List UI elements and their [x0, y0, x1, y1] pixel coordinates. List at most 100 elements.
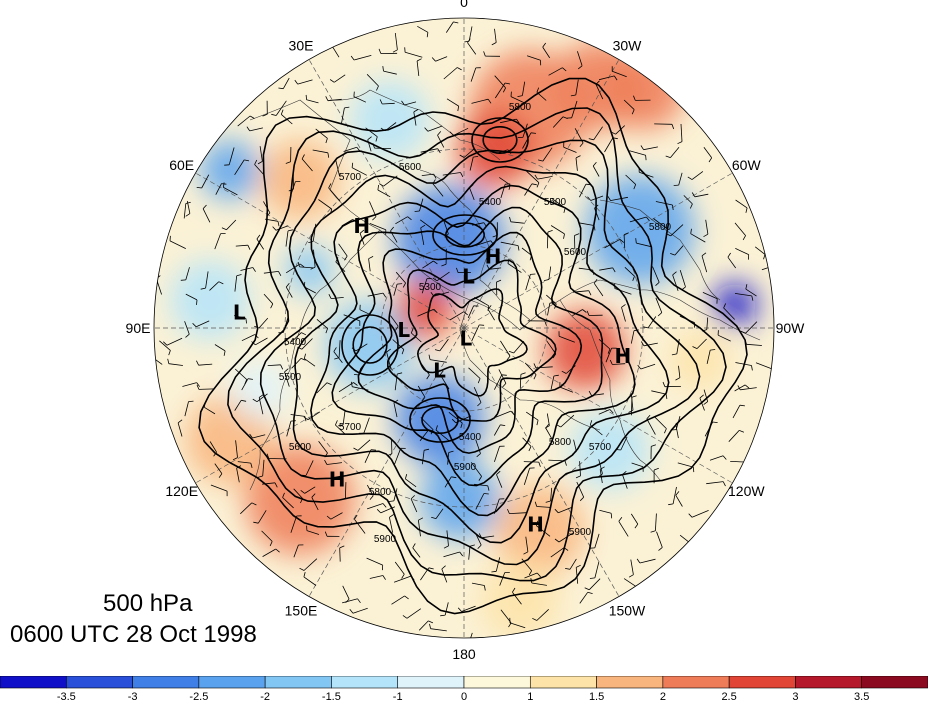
- anomaly-blob: [395, 375, 485, 465]
- wind-barb-flag: [382, 292, 387, 298]
- wind-barb: [572, 309, 583, 317]
- wind-barb-flag: [635, 238, 637, 244]
- wind-barb: [275, 100, 287, 116]
- wind-barb: [629, 216, 647, 223]
- wind-barb: [435, 56, 448, 62]
- wind-barb-flag: [258, 394, 264, 398]
- wind-barb: [495, 410, 512, 418]
- wind-barb-flag: [257, 475, 263, 478]
- wind-barb: [754, 246, 766, 255]
- wind-barb-flag: [469, 544, 475, 547]
- wind-barb-flag: [587, 196, 592, 201]
- wind-barb: [595, 84, 604, 100]
- wind-barb: [734, 222, 746, 236]
- wind-barb-flag: [272, 226, 277, 231]
- wind-barb: [706, 317, 709, 330]
- wind-barb-flag: [285, 161, 291, 164]
- wind-barb-flag: [254, 325, 260, 329]
- wind-barb: [417, 385, 426, 398]
- wind-barb-flag: [236, 465, 242, 469]
- wind-barb: [593, 126, 603, 141]
- wind-barb: [500, 184, 506, 199]
- low-pressure-center: L: [397, 318, 410, 342]
- wind-barb-flag: [723, 303, 727, 309]
- wind-barb-flag: [664, 428, 667, 434]
- wind-barb: [383, 70, 397, 75]
- wind-barb: [481, 535, 495, 539]
- wind-barb-flag: [449, 131, 454, 136]
- wind-barb: [412, 547, 421, 558]
- colorbar-tick-labels: -3.5 -3 -2.5 -2 -1.5 -1 0 1 1.5 2 2.5 3 3.5: [57, 691, 870, 702]
- wind-barb-flag: [448, 450, 454, 453]
- wind-barb: [612, 363, 626, 365]
- wind-barb-flag: [469, 184, 474, 189]
- contour-label: 5400: [459, 432, 482, 443]
- wind-barb: [525, 274, 531, 291]
- wind-barb: [285, 230, 289, 247]
- wind-barb: [303, 576, 317, 586]
- wind-barb-flag: [420, 224, 426, 229]
- wind-barb: [558, 506, 573, 514]
- wind-barb-flag: [570, 94, 576, 97]
- wind-barb-flag: [633, 95, 636, 101]
- colorbar-tick-label: 3.5: [854, 691, 869, 702]
- wind-barb: [333, 351, 343, 363]
- wind-barb: [470, 462, 482, 477]
- anomaly-blob: [670, 330, 730, 390]
- wind-barb-flag: [459, 154, 465, 158]
- wind-barb-flag: [375, 136, 378, 142]
- wind-barb-flag: [429, 623, 431, 629]
- wind-barb-flag: [433, 260, 438, 265]
- colorbar-tick-label: 1: [527, 691, 533, 702]
- polar-stereographic-map: 5900 5800 5700 5600 5500 5400 5300 5400 5500 5600…: [126, 0, 806, 662]
- wind-barb-flag: [565, 568, 571, 570]
- wind-barb-flag: [634, 523, 639, 529]
- wind-barb: [493, 498, 500, 514]
- longitude-label: 30E: [289, 38, 314, 54]
- wind-barb: [418, 520, 421, 537]
- wind-barb-flag: [457, 67, 462, 71]
- wind-barb: [338, 340, 341, 358]
- height-contour: [259, 139, 701, 566]
- wind-barb-flag: [392, 49, 398, 53]
- wind-barb: [240, 267, 253, 271]
- wind-barb: [604, 238, 621, 249]
- wind-barb-flag: [681, 286, 686, 291]
- wind-barb: [267, 364, 281, 366]
- wind-barb-flag: [751, 295, 754, 301]
- wind-barb: [523, 461, 539, 463]
- high-pressure-center: H: [615, 344, 632, 368]
- wind-barb-flag: [633, 184, 637, 190]
- wind-barb: [469, 187, 475, 201]
- wind-barb-flag: [636, 558, 641, 564]
- wind-barb-flag: [675, 420, 681, 425]
- wind-barb: [341, 107, 345, 124]
- wind-barb: [522, 81, 526, 96]
- wind-barb: [169, 240, 186, 249]
- wind-barb: [703, 147, 713, 159]
- wind-barb: [612, 70, 627, 78]
- wind-barb: [183, 203, 187, 219]
- wind-barb: [405, 478, 417, 488]
- wind-barb: [672, 274, 679, 292]
- wind-barb: [351, 167, 367, 176]
- wind-barb-flag: [509, 216, 512, 222]
- wind-barb-flag: [516, 118, 520, 124]
- wind-barb-flag: [549, 301, 555, 304]
- wind-barb-flag: [378, 48, 382, 54]
- wind-barb-flag: [492, 234, 498, 238]
- wind-barb: [177, 422, 183, 437]
- wind-barb: [574, 128, 584, 144]
- contour-label: 5700: [589, 442, 612, 453]
- wind-barb-flag: [547, 230, 553, 233]
- wind-barb: [419, 198, 424, 212]
- wind-barb-flag: [507, 149, 512, 154]
- colorbar-tick-label: -2.5: [189, 691, 208, 702]
- height-contour: [416, 288, 528, 397]
- wind-barb: [252, 434, 266, 439]
- wind-barb-flag: [545, 423, 550, 429]
- height-contour: [292, 165, 670, 544]
- wind-barb: [735, 248, 749, 255]
- wind-barb: [357, 439, 371, 451]
- pressure-level-title: 500 hPa: [103, 590, 193, 617]
